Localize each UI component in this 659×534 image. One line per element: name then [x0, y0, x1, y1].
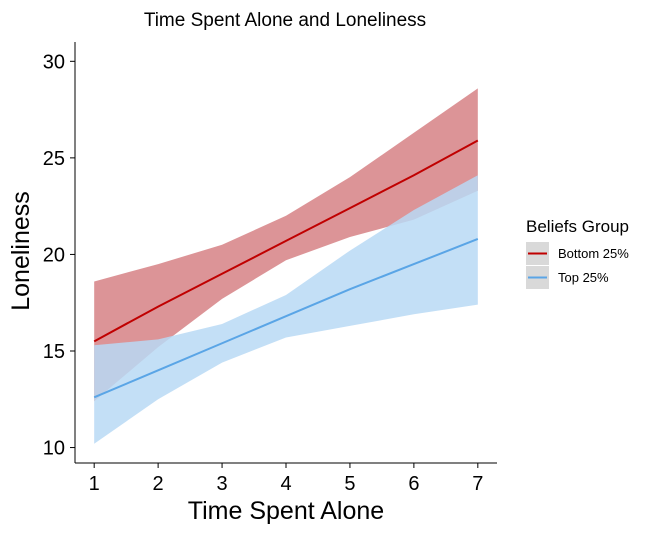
legend-label: Top 25%: [558, 270, 609, 285]
y-tick-label: 10: [43, 438, 65, 460]
legend-title: Beliefs Group: [526, 217, 629, 236]
x-axis-ticks: 1 2 3 4 5 6 7: [89, 463, 483, 495]
series-line-bottom-25: [93, 139, 479, 343]
legend-label: Bottom 25%: [558, 246, 629, 261]
confidence-band-top-25: [94, 175, 478, 444]
series-line-top-25: [93, 238, 479, 399]
chart-title: Time Spent Alone and Loneliness: [144, 10, 426, 31]
y-tick-label: 30: [43, 51, 65, 73]
confidence-band-bottom-25: [94, 88, 478, 402]
legend: Beliefs Group Bottom 25% Top 25%: [526, 217, 629, 289]
y-axis-ticks: 10 15 20 25 30: [43, 51, 75, 460]
y-tick-label: 20: [43, 244, 65, 266]
plot-area: [93, 88, 479, 444]
y-tick-label: 25: [43, 148, 65, 170]
y-tick-label: 15: [43, 341, 65, 363]
x-tick-label: 7: [472, 473, 483, 495]
x-tick-label: 4: [280, 473, 291, 495]
x-tick-label: 5: [344, 473, 355, 495]
x-tick-label: 2: [153, 473, 164, 495]
y-axis-title: Loneliness: [7, 191, 35, 311]
x-axis-title: Time Spent Alone: [188, 497, 384, 525]
x-tick-label: 3: [216, 473, 227, 495]
x-tick-label: 1: [89, 473, 100, 495]
x-tick-label: 6: [408, 473, 419, 495]
